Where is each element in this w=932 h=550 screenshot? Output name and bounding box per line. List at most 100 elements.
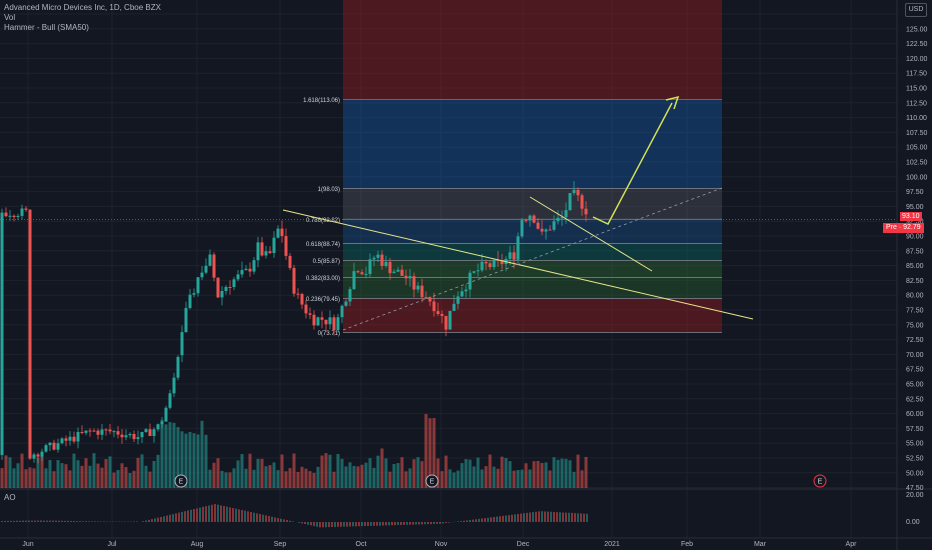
price-axis-label: 77.50 xyxy=(906,308,924,315)
time-axis-label: 2021 xyxy=(604,541,620,548)
price-axis-label: 120.00 xyxy=(906,56,928,63)
volume-bar xyxy=(124,467,128,488)
volume-bar xyxy=(96,463,100,488)
candle-body xyxy=(568,193,572,211)
candle-body xyxy=(276,228,280,238)
candle-body xyxy=(424,297,428,299)
volume-bar xyxy=(248,453,252,488)
candle-body xyxy=(96,430,100,435)
candle-body xyxy=(192,293,196,295)
candle-body xyxy=(148,429,152,436)
earnings-marker[interactable] xyxy=(174,474,188,488)
candle-body xyxy=(412,276,416,290)
candle-body xyxy=(240,270,244,275)
currency-button[interactable]: USD xyxy=(905,3,927,17)
price-axis-label: 82.50 xyxy=(906,278,924,285)
candle-body xyxy=(400,269,404,276)
candle-body xyxy=(296,293,300,295)
volume-bar xyxy=(16,463,20,488)
volume-bar xyxy=(360,464,364,488)
volume-bar xyxy=(320,455,324,488)
volume-bar xyxy=(440,471,444,488)
volume-bar xyxy=(500,456,504,488)
volume-bar xyxy=(348,462,352,488)
fib-level-label: 1(98.03) xyxy=(318,187,340,193)
candle-body xyxy=(204,265,208,273)
volume-bar xyxy=(156,454,160,488)
candle-body xyxy=(232,279,236,288)
volume-indicator-label[interactable]: Vol xyxy=(4,13,16,22)
fib-diagonal[interactable] xyxy=(342,187,723,331)
candle-body xyxy=(456,296,460,304)
price-axis-label: 62.50 xyxy=(906,396,924,403)
candle-body xyxy=(208,254,212,266)
time-axis-label: Mar xyxy=(754,541,767,548)
time-axis-label: Feb xyxy=(681,541,693,548)
candle-body xyxy=(480,261,484,271)
volume-bar xyxy=(368,458,372,488)
price-axis-label: 60.00 xyxy=(906,411,924,418)
fib-level-label: 0.5(85.87) xyxy=(313,259,340,265)
candle-body xyxy=(420,285,424,298)
candle-body xyxy=(188,294,192,308)
candle-body xyxy=(360,272,364,275)
time-axis-label: Jun xyxy=(22,541,33,548)
ao-indicator-label[interactable]: AO xyxy=(4,493,16,502)
volume-bar xyxy=(492,466,496,488)
volume-bar xyxy=(216,458,220,488)
price-axis-label: 112.50 xyxy=(906,100,927,107)
volume-bar xyxy=(12,468,16,488)
projection-arrowhead[interactable] xyxy=(665,95,680,110)
volume-bar xyxy=(100,467,104,488)
earnings-marker[interactable] xyxy=(425,474,439,488)
volume-bar xyxy=(540,462,544,488)
symbol-title[interactable]: Advanced Micro Devices Inc, 1D, Cboe BZX xyxy=(4,3,161,12)
candle-body xyxy=(132,434,136,440)
price-axis-label: 57.50 xyxy=(906,426,924,433)
candle-body xyxy=(352,271,356,290)
candle-body xyxy=(392,271,396,274)
candle-body xyxy=(500,260,504,265)
candle-body xyxy=(44,445,48,452)
candle-body xyxy=(268,251,272,254)
trendline-wedge[interactable] xyxy=(529,196,653,272)
candle-body xyxy=(380,254,384,266)
volume-bar xyxy=(112,472,116,488)
volume-bar xyxy=(64,464,68,488)
volume-bar xyxy=(304,468,308,488)
volume-bar xyxy=(132,470,136,488)
projection-arrow[interactable] xyxy=(592,102,673,225)
candle-body xyxy=(196,277,200,294)
candle-body xyxy=(484,261,488,264)
candle-body xyxy=(340,305,344,318)
volume-bar xyxy=(548,470,552,488)
candle-body xyxy=(248,268,252,272)
candle-body xyxy=(444,315,448,330)
hammer-indicator-label[interactable]: Hammer - Bull (SMA50) xyxy=(4,23,89,32)
volume-bar xyxy=(52,471,56,488)
candle-body xyxy=(524,220,528,222)
candle-body xyxy=(264,251,268,256)
volume-bar xyxy=(212,462,216,488)
price-axis-label: 117.50 xyxy=(906,71,927,78)
candle-body xyxy=(12,215,16,218)
candle-body xyxy=(216,277,220,298)
volume-bar xyxy=(120,463,124,488)
volume-bar xyxy=(472,466,476,488)
volume-bar xyxy=(300,466,304,488)
price-axis-label: 85.00 xyxy=(906,263,924,270)
price-axis-label: 55.00 xyxy=(906,441,924,448)
volume-bar xyxy=(40,454,44,488)
time-axis-label: Apr xyxy=(846,541,858,548)
price-axis-label: 115.00 xyxy=(906,86,927,93)
earnings-marker[interactable] xyxy=(813,474,827,488)
candle-body xyxy=(92,430,96,432)
price-axis-label: 107.50 xyxy=(906,130,928,137)
candle-body xyxy=(144,429,148,433)
volume-bar xyxy=(284,471,288,488)
candle-body xyxy=(536,222,540,229)
candle-body xyxy=(284,236,288,256)
candle-body xyxy=(120,434,124,438)
